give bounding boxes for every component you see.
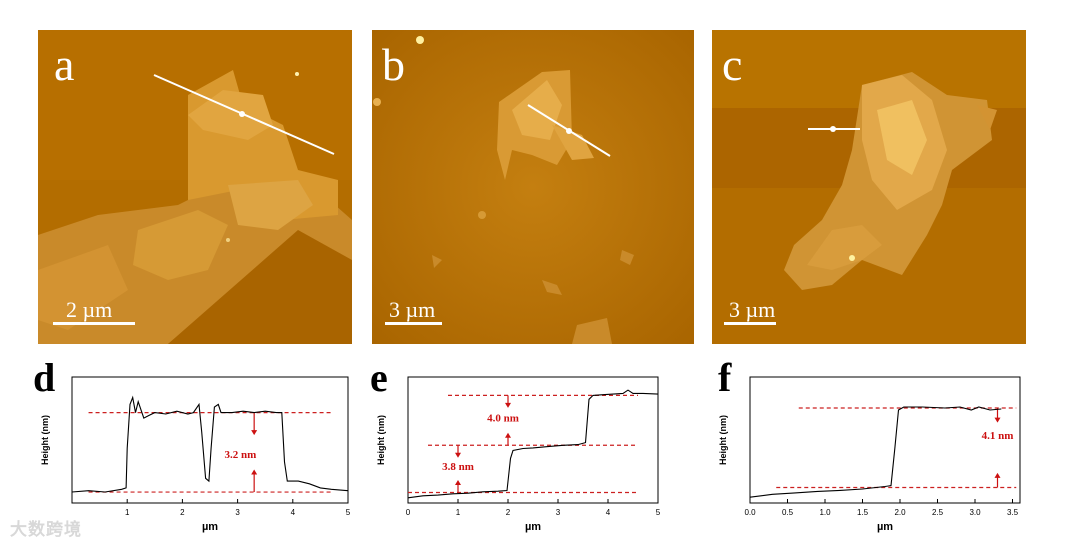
x-tick-label: 0 <box>406 508 411 517</box>
panel-label-b: b <box>382 39 405 90</box>
plot-label-d: d <box>33 355 56 400</box>
x-tick-label: 0.0 <box>744 508 756 517</box>
y-axis-label: Height (nm) <box>718 415 728 465</box>
afm-image-c <box>712 30 1026 344</box>
x-tick-label: 2 <box>180 508 185 517</box>
line-profile-b <box>527 104 611 157</box>
line-profile-c <box>808 126 860 132</box>
scale-bar-b <box>385 322 442 325</box>
scale-label-c: 3 µm <box>729 297 776 322</box>
height-arrow-head <box>455 452 461 458</box>
y-axis-label: Height (nm) <box>376 415 386 465</box>
scale-bar-a <box>53 322 135 325</box>
afm-image-a <box>38 30 352 344</box>
x-tick-label: 3 <box>235 508 240 517</box>
x-tick-label: 2.5 <box>932 508 944 517</box>
afm-image-b <box>372 30 694 344</box>
scale-label-b: 3 µm <box>389 297 436 322</box>
height-arrow-head <box>994 472 1001 478</box>
height-arrow-head <box>994 417 1001 423</box>
height-annotation: 3.8 nm <box>442 461 474 473</box>
height-annotation: 4.0 nm <box>487 413 519 425</box>
height-annotation: 4.1 nm <box>982 430 1014 442</box>
panel-label-c: c <box>722 39 743 90</box>
x-axis-label: µm <box>525 521 541 533</box>
plot-frame <box>749 376 1021 504</box>
afm-topography-a <box>38 30 352 344</box>
height-profile-chart-d: 1 2 3 4 5 µm Height (nm) 3.2 nm <box>40 376 351 533</box>
height-arrow-head <box>251 430 258 436</box>
x-tick-label: 4 <box>606 508 611 517</box>
x-tick-label: 1.0 <box>819 508 831 517</box>
height-profile-chart-f: 0.0 0.5 1.0 1.5 2.0 2.5 3.0 3.5 µm Height (nm) 4.1… <box>718 376 1021 533</box>
x-tick-label: 4 <box>291 508 296 517</box>
x-axis-label: µm <box>202 521 218 533</box>
x-tick-label: 0.5 <box>782 508 794 517</box>
plot-label-e: e <box>370 355 388 400</box>
x-tick-label: 1.5 <box>857 508 869 517</box>
height-profile-chart-e: 0 1 2 3 4 5 µm Height (nm) 4.0 nm 3.8 nm <box>376 376 661 533</box>
plot-label-f: f <box>718 355 732 400</box>
afm-topography-b <box>372 30 694 344</box>
x-tick-label: 2 <box>506 508 511 517</box>
height-arrow-head <box>251 469 258 475</box>
x-tick-label: 1 <box>456 508 461 517</box>
height-arrow-head <box>505 402 511 408</box>
height-profile-line <box>407 389 659 499</box>
y-axis-label: Height (nm) <box>40 415 50 465</box>
x-tick-label: 5 <box>346 508 351 517</box>
scale-bar-c <box>724 322 776 325</box>
watermark-text: 大数跨境 <box>10 520 82 540</box>
plot-frame <box>407 376 659 504</box>
line-profile-a <box>153 74 335 155</box>
x-tick-label: 3 <box>556 508 561 517</box>
x-tick-label: 3.5 <box>1007 508 1019 517</box>
height-profile-line <box>71 395 349 493</box>
x-tick-label: 5 <box>656 508 661 517</box>
height-profile-line <box>749 406 1002 498</box>
afm-topography-c <box>712 30 1026 344</box>
x-tick-label: 2.0 <box>894 508 906 517</box>
height-arrow-head <box>455 480 461 485</box>
scale-label-a: 2 µm <box>66 297 113 322</box>
plot-frame <box>71 376 349 504</box>
height-arrow-head <box>505 432 511 438</box>
height-annotation: 3.2 nm <box>224 449 256 461</box>
x-tick-label: 1 <box>125 508 130 517</box>
panel-label-a: a <box>54 39 75 90</box>
x-tick-label: 3.0 <box>969 508 981 517</box>
x-axis-label: µm <box>877 521 893 533</box>
